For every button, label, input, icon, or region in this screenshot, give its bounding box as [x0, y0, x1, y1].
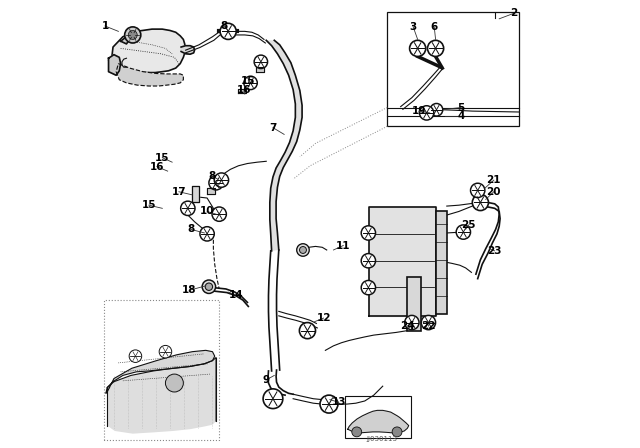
Circle shape [165, 374, 184, 392]
Text: 14: 14 [228, 290, 243, 300]
Circle shape [300, 323, 316, 339]
Polygon shape [108, 358, 216, 434]
Text: 22: 22 [421, 321, 436, 331]
Text: 13: 13 [332, 397, 346, 407]
Text: 8: 8 [188, 224, 195, 234]
Circle shape [456, 225, 470, 239]
Text: 12: 12 [316, 313, 331, 323]
Polygon shape [121, 37, 130, 44]
Polygon shape [207, 188, 215, 194]
Circle shape [159, 345, 172, 358]
Circle shape [320, 395, 338, 413]
Polygon shape [181, 46, 195, 54]
Polygon shape [239, 89, 246, 93]
Circle shape [428, 40, 444, 56]
Circle shape [297, 244, 309, 256]
Circle shape [205, 283, 212, 290]
Polygon shape [106, 350, 215, 393]
Circle shape [125, 27, 141, 43]
Polygon shape [192, 186, 199, 202]
Text: 16: 16 [237, 85, 251, 95]
Circle shape [421, 315, 436, 330]
Circle shape [361, 280, 376, 295]
Text: 8: 8 [208, 171, 215, 181]
Polygon shape [109, 55, 121, 75]
Text: 21: 21 [486, 175, 501, 185]
Polygon shape [109, 29, 186, 73]
Circle shape [263, 389, 283, 409]
Circle shape [300, 246, 307, 254]
Text: 16: 16 [150, 162, 164, 172]
Circle shape [200, 227, 214, 241]
Text: 1: 1 [101, 21, 109, 31]
Text: 11: 11 [336, 241, 351, 250]
Text: 15: 15 [155, 153, 170, 163]
Bar [436, 211, 447, 314]
Bar [345, 396, 411, 438]
Text: 17: 17 [172, 187, 186, 197]
Text: 20: 20 [486, 187, 501, 197]
Circle shape [410, 40, 426, 56]
Circle shape [220, 23, 236, 39]
Circle shape [254, 55, 268, 69]
Text: 23: 23 [488, 246, 502, 256]
Text: 15: 15 [141, 200, 156, 210]
Text: 19: 19 [412, 106, 426, 116]
Circle shape [212, 207, 227, 221]
Text: 18: 18 [182, 285, 196, 295]
Circle shape [430, 103, 443, 116]
Circle shape [361, 254, 376, 268]
Text: 7: 7 [269, 123, 276, 133]
Text: 4: 4 [458, 111, 465, 121]
Text: 25: 25 [461, 220, 476, 230]
Text: 9: 9 [262, 375, 270, 385]
Circle shape [180, 201, 195, 215]
Polygon shape [257, 67, 264, 72]
Circle shape [472, 194, 488, 211]
Circle shape [129, 350, 141, 362]
Circle shape [404, 315, 419, 330]
Circle shape [209, 176, 223, 190]
Circle shape [470, 183, 485, 198]
Circle shape [244, 76, 257, 90]
Circle shape [352, 427, 362, 437]
Text: 24: 24 [400, 321, 415, 331]
Bar [407, 277, 421, 331]
Text: 15: 15 [241, 76, 255, 86]
Text: 10: 10 [200, 207, 214, 216]
Text: JJ030113: JJ030113 [366, 436, 397, 442]
Text: 6: 6 [431, 22, 438, 32]
Text: 8: 8 [220, 21, 227, 31]
Text: 3: 3 [410, 22, 417, 32]
Bar [387, 12, 520, 126]
Polygon shape [266, 40, 302, 251]
Text: 2: 2 [510, 9, 517, 18]
Text: 5: 5 [458, 103, 465, 112]
Circle shape [202, 280, 216, 293]
Circle shape [392, 427, 402, 437]
Circle shape [214, 173, 228, 187]
Polygon shape [348, 410, 409, 433]
Polygon shape [116, 64, 184, 86]
Circle shape [419, 106, 434, 120]
Circle shape [361, 226, 376, 240]
Polygon shape [369, 207, 436, 316]
Circle shape [128, 30, 137, 39]
